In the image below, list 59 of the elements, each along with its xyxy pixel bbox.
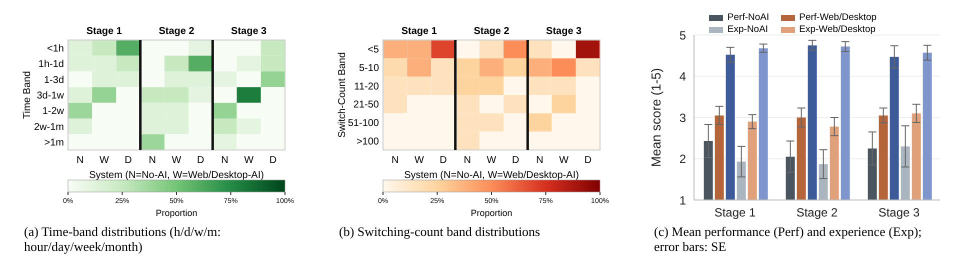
- y-axis-title: Mean score (1-5): [648, 68, 664, 167]
- y-tick-label: 11-20: [354, 81, 380, 92]
- y-tick-label: 4: [679, 70, 686, 84]
- y-tick-label: 5-10: [358, 63, 380, 74]
- text: Stage 3: [546, 26, 582, 37]
- legend-label: Perf-Web/Desktop: [798, 12, 877, 23]
- x-tick-label: N: [221, 155, 228, 166]
- x-tick-label: D: [584, 155, 592, 166]
- y-tick-label: <1h: [47, 43, 64, 54]
- x-tick-label: D: [124, 155, 132, 166]
- x-axis-title: System (N=No-AI, W=Web/Desktop-AI): [404, 170, 579, 181]
- x-tick-label: N: [148, 155, 156, 166]
- y-axis-title: Time Band: [22, 71, 33, 119]
- y-tick-label: 1-2w: [42, 106, 65, 118]
- color-bar-title: Proportion: [156, 208, 198, 218]
- x-tick-label: D: [196, 155, 204, 166]
- y-tick-label: 1h-1d: [38, 59, 64, 70]
- text: (a) Time-band distributions (h/d/w/m: hour/day/week/month): [23, 224, 222, 254]
- y-tick-label: >100: [356, 136, 380, 148]
- text: Stage 2: [158, 26, 195, 37]
- text: (c) Mean performance (Perf) and experience (Exp); error bars: SE: [653, 224, 923, 254]
- y-tick-label: 2: [679, 152, 686, 166]
- x-tick-label: W: [414, 155, 424, 166]
- x-tick-label: Stage 3: [878, 206, 920, 220]
- x-tick-label: D: [269, 155, 277, 166]
- x-tick-label: W: [99, 155, 110, 166]
- x-tick-label: N: [76, 155, 84, 166]
- x-tick-label: W: [486, 155, 497, 166]
- color-bar-title: Proportion: [470, 208, 512, 218]
- x-tick-label: N: [464, 155, 472, 166]
- y-tick-label: 5: [679, 28, 686, 42]
- x-tick-label: Stage 1: [714, 206, 756, 220]
- y-tick-label: 1-3d: [44, 74, 64, 86]
- x-tick-label: D: [440, 155, 447, 166]
- x-axis-title: System (N=No-AI, W=Web/Desktop-AI): [89, 170, 264, 181]
- y-tick-label: 1: [679, 193, 686, 208]
- legend-label: Perf-NoAI: [726, 12, 770, 23]
- y-tick-label: <5: [368, 44, 380, 56]
- y-tick-label: >1m: [44, 138, 64, 149]
- y-tick-label: 51-100: [348, 118, 380, 129]
- y-tick-label: 21-50: [353, 100, 380, 111]
- x-tick-label: W: [244, 155, 254, 166]
- text: Stage 1: [401, 26, 438, 37]
- y-tick-label: 3: [679, 110, 686, 125]
- text: Stage 3: [231, 26, 268, 37]
- x-tick-label: W: [172, 155, 182, 166]
- text: Stage 1: [86, 26, 122, 37]
- y-axis-title: Switch-Count Band: [337, 52, 348, 138]
- text: (b) Switching-count band distributions: [338, 224, 542, 239]
- legend-label: Exp-NoAI: [726, 24, 770, 35]
- text: Stage 2: [474, 26, 510, 37]
- x-tick-label: W: [559, 155, 570, 166]
- x-tick-label: Stage 2: [796, 206, 838, 220]
- x-tick-label: D: [512, 155, 520, 166]
- y-tick-label: 2w-1m: [34, 122, 64, 133]
- y-tick-label: 3d-1w: [36, 90, 65, 102]
- x-tick-label: N: [536, 155, 544, 166]
- x-tick-label: N: [391, 155, 399, 166]
- legend-label: Exp-Web/Desktop: [798, 24, 877, 35]
